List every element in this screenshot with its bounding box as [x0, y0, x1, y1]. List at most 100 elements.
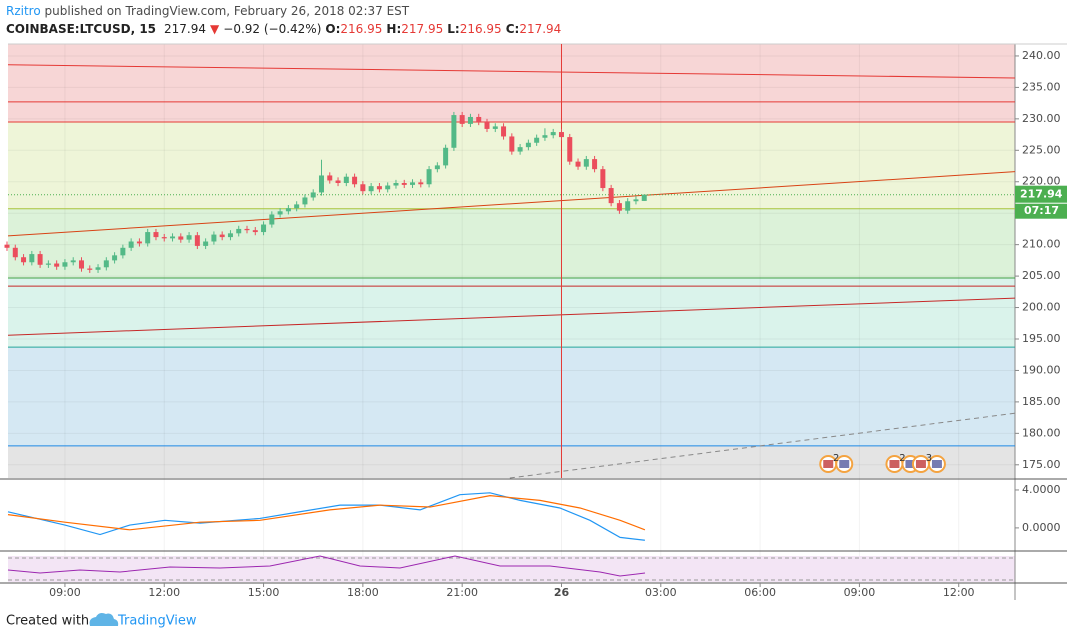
y-tick-label: 225.00: [1022, 143, 1061, 156]
ohlc-value: 216.95: [460, 22, 502, 36]
y-tick-label: 175.00: [1022, 458, 1061, 471]
x-tick-label: 18:00: [347, 586, 379, 599]
candle-body: [410, 182, 416, 185]
x-tick-label: 12:00: [148, 586, 180, 599]
candle-body: [393, 183, 399, 186]
candle-body: [252, 230, 258, 233]
candle-body: [277, 211, 283, 215]
header-line: Rzitro published on TradingView.com, Feb…: [6, 4, 410, 18]
backgrounds: [8, 44, 1015, 583]
x-tick-label: 15:00: [248, 586, 280, 599]
candle-body: [492, 126, 498, 129]
candle-body: [426, 169, 432, 185]
candle-body: [203, 241, 209, 246]
candle-body: [29, 254, 35, 263]
candle-body: [401, 183, 407, 185]
down-arrow: ▼: [210, 22, 220, 36]
candle-body: [78, 260, 84, 269]
candle-body: [558, 132, 564, 138]
candle-body: [476, 116, 482, 122]
candle-body: [145, 232, 151, 244]
candle-body: [103, 260, 109, 268]
candle-body: [509, 136, 515, 152]
last: 217.94: [164, 22, 206, 36]
candle-body: [95, 267, 101, 270]
candle-body: [600, 169, 606, 189]
candle-body: [459, 115, 465, 124]
candle-body: [62, 262, 68, 267]
candle-body: [368, 186, 374, 192]
footer-brand[interactable]: TradingView: [117, 614, 197, 629]
candle-body: [434, 165, 440, 170]
event-flag: [839, 460, 850, 468]
published: published on TradingView.com, February 2…: [45, 4, 410, 18]
y-tick-label: 235.00: [1022, 80, 1061, 93]
candle-body: [12, 247, 18, 258]
candle-body: [418, 182, 424, 185]
candle-body: [360, 184, 366, 192]
ohlc-value: 216.95: [340, 22, 382, 36]
candle-body: [443, 147, 449, 166]
indicator-line: [7, 492, 645, 541]
trend-line: [7, 64, 1016, 79]
event-count: 2: [833, 453, 839, 464]
ohlc-label: H:: [386, 22, 401, 36]
candle-body: [112, 255, 118, 261]
y-tick-label: 190.00: [1022, 363, 1061, 376]
candle-body: [343, 176, 349, 184]
x-tick-label: 21:00: [446, 586, 478, 599]
y-tick-label: 220.00: [1022, 175, 1061, 188]
y-tick-label: 240.00: [1022, 49, 1061, 62]
candle-body: [534, 137, 540, 143]
candle-body: [261, 224, 267, 233]
candle-body: [178, 236, 184, 240]
candle-body: [54, 263, 60, 267]
ohlc-label: C:: [506, 22, 520, 36]
candle-body: [484, 121, 490, 129]
last-price-label: 217.94: [1020, 188, 1063, 201]
candle-body: [451, 115, 457, 148]
trend-line: [7, 297, 1016, 336]
candle-body: [87, 268, 93, 270]
countdown-box: [1015, 203, 1067, 219]
candle-body: [583, 159, 589, 167]
y-tick-label: 210.00: [1022, 238, 1061, 251]
ohlc-label: O:: [325, 22, 340, 36]
candle-body: [633, 199, 639, 202]
candle-body: [4, 244, 10, 248]
candle-body: [244, 228, 250, 231]
zone: [8, 277, 1015, 348]
candle-body: [542, 135, 548, 138]
x-tick-label: 03:00: [645, 586, 677, 599]
candle-body: [567, 137, 573, 162]
candle-body: [575, 161, 581, 167]
candle-body: [45, 263, 51, 265]
rsi-line: [7, 555, 646, 577]
ohlc-value: 217.95: [401, 22, 443, 36]
x-tick-label: 26: [554, 586, 570, 599]
candle-body: [608, 188, 614, 204]
candle-body: [616, 203, 622, 211]
zone: [8, 44, 1015, 122]
trend-line: [7, 171, 1016, 237]
event-flag: [905, 460, 916, 468]
zone: [8, 208, 1015, 278]
y-tick-label: 180.00: [1022, 426, 1061, 439]
candle-body: [625, 201, 631, 211]
candle-body: [186, 235, 192, 240]
y-tick-label: 0.0000: [1022, 521, 1061, 534]
y-tick-label: 195.00: [1022, 332, 1061, 345]
candle-body: [21, 257, 27, 263]
candle-body: [376, 186, 382, 190]
change: −0.92 (−0.42%): [223, 22, 321, 36]
candle-body: [219, 234, 225, 238]
candle-body: [153, 232, 159, 238]
rsi-band: [8, 556, 1015, 582]
candle-body: [236, 228, 242, 234]
trend-line: [509, 412, 1016, 479]
candle-body: [128, 241, 134, 248]
candle-body: [467, 116, 473, 124]
candle-body: [120, 247, 126, 256]
last-price-box: [1015, 185, 1067, 203]
candle-body: [327, 175, 333, 181]
